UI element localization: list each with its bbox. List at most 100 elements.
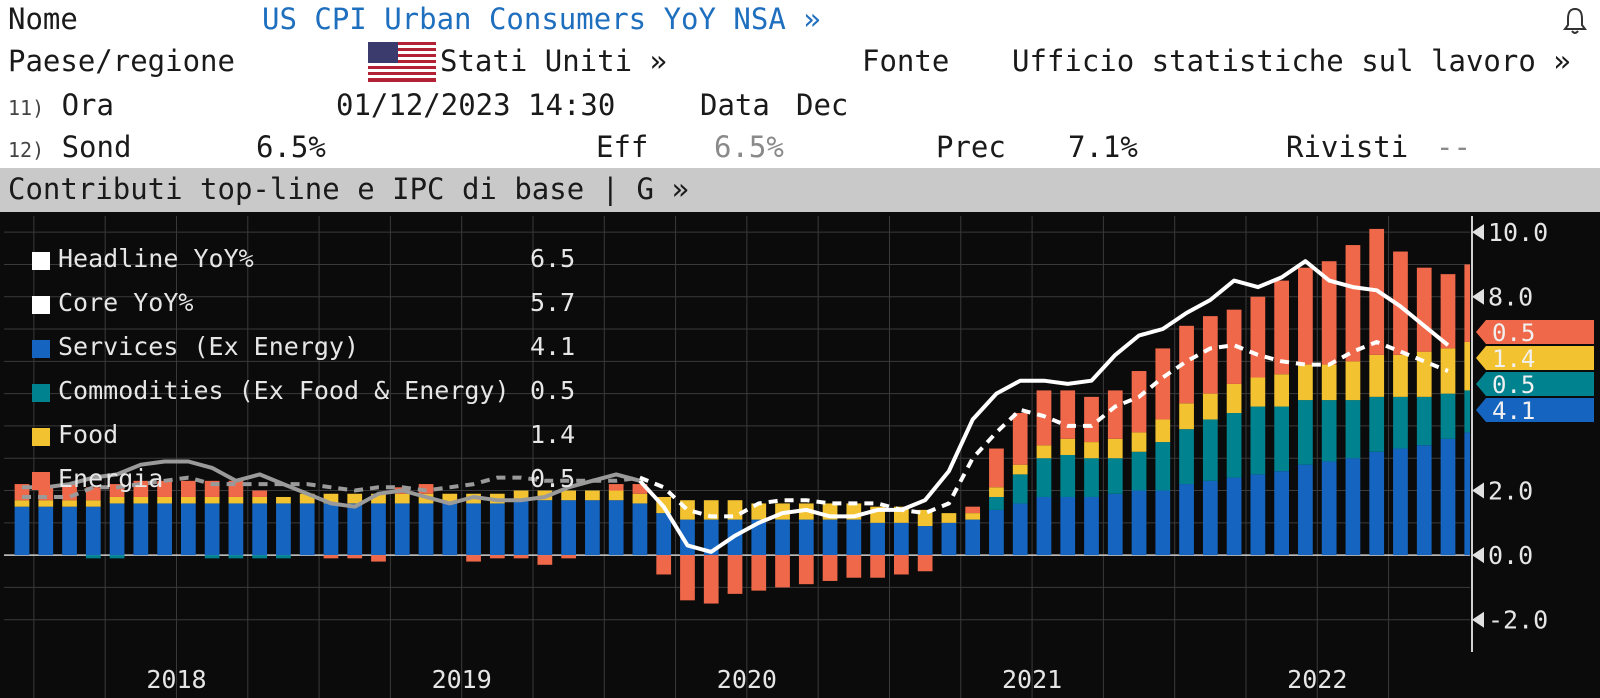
bar-segment: [1179, 403, 1194, 430]
bar-segment: [1250, 474, 1266, 556]
bar-segment: [228, 496, 244, 504]
bar-segment: [893, 522, 909, 556]
bar-segment: [1321, 400, 1337, 462]
survey-row[interactable]: 12) Sond: [8, 130, 131, 167]
bar-segment: [204, 496, 220, 504]
bar-segment: [85, 506, 101, 556]
value-tag: [1476, 320, 1594, 344]
bar-segment: [513, 500, 529, 556]
section-title-link[interactable]: Contributi top-line e IPC di base | G »: [8, 172, 689, 206]
bar-segment: [1321, 364, 1337, 401]
country-label: Paese/regione: [8, 44, 235, 78]
us-flag-icon: [368, 42, 436, 82]
prev-value: 7.1%: [1068, 130, 1138, 164]
bar-segment: [1393, 396, 1408, 449]
bar-segment: [1369, 396, 1385, 452]
legend-swatch-energy: [32, 472, 50, 490]
bar-segment: [157, 480, 172, 497]
bar-segment: [1274, 471, 1290, 556]
bar-segment: [1012, 503, 1028, 556]
bar-segment: [775, 555, 790, 588]
bar-segment: [1250, 377, 1266, 407]
bar-segment: [371, 493, 386, 504]
bar-segment: [1179, 429, 1194, 485]
bar-segment: [1274, 374, 1290, 407]
bar-segment: [965, 513, 981, 520]
y-tick-label: 2.0: [1488, 477, 1533, 506]
bar-segment: [1369, 451, 1385, 556]
legend-value-commodities: 0.5: [530, 376, 576, 405]
y-tick-label: 8.0: [1488, 283, 1533, 312]
legend-swatch-headline: [32, 252, 50, 270]
source-link[interactable]: Ufficio statistiche sul lavoro »: [1012, 44, 1571, 78]
bar-segment: [846, 555, 862, 578]
bar-segment: [204, 555, 220, 559]
value-tag-label: 4.1: [1492, 397, 1535, 425]
headline-line-early: [22, 459, 641, 509]
bar-segment: [85, 555, 101, 559]
bar-segment: [347, 493, 363, 504]
cpi-contributions-chart: 10.0 8.0 2.0 0.0 -2.0 2018 2019 2020 2021 2022 0.…: [0, 212, 1600, 698]
bar-segment: [1298, 364, 1313, 401]
bar-segment: [1440, 438, 1456, 556]
security-name-link[interactable]: US CPI Urban Consumers YoY NSA »: [262, 2, 821, 36]
y-tick-marker: [1472, 547, 1484, 564]
bar-segment: [1202, 316, 1218, 394]
legend-label-commodities: Commodities (Ex Food & Energy): [58, 376, 510, 405]
bar-segment: [1416, 267, 1432, 352]
bar-segment: [680, 555, 695, 601]
time-value: 01/12/2023 14:30: [336, 88, 616, 122]
bar-segment: [1107, 438, 1123, 459]
bar-segment: [1393, 354, 1408, 397]
bar-segment: [917, 526, 933, 556]
time-row[interactable]: 11) Ora: [8, 88, 114, 125]
section-bar: [0, 168, 1600, 212]
bar-segment: [394, 493, 410, 504]
bar-segment: [1131, 451, 1147, 491]
legend-label-headline: Headline YoY%: [58, 244, 254, 273]
chart-axes: 10.0 8.0 2.0 0.0 -2.0 2018 2019 2020 2021 2022: [146, 212, 1600, 698]
bar-segment: [1012, 464, 1028, 475]
y-tick-marker: [1472, 288, 1484, 305]
bar-segment: [62, 500, 77, 507]
x-tick-label: 2022: [1287, 665, 1347, 694]
bar-segment: [252, 503, 268, 556]
bar-segment: [1298, 267, 1313, 365]
bar-segment: [989, 487, 1004, 497]
bar-segment: [466, 555, 481, 562]
bar-segment: [1107, 458, 1123, 494]
prev-label: Prec: [936, 130, 1006, 164]
bar-segment: [180, 480, 196, 497]
bar-segment: [1345, 245, 1361, 362]
survey-value: 6.5%: [256, 130, 326, 164]
legend-value-core: 5.7: [530, 288, 576, 317]
bar-segment: [1107, 493, 1123, 556]
bar-segment: [1060, 496, 1076, 556]
bar-segment: [1107, 390, 1123, 439]
country-link[interactable]: Stati Uniti »: [440, 44, 667, 78]
bar-segment: [608, 484, 624, 491]
bar-segment: [798, 555, 814, 585]
legend-label-core: Core YoY%: [58, 288, 194, 317]
revised-value: --: [1436, 130, 1471, 164]
bar-segment: [1131, 371, 1147, 433]
bar-segment: [561, 490, 577, 501]
bar-segment: [442, 503, 458, 556]
bar-segment: [1060, 390, 1076, 439]
bar-segment: [276, 555, 291, 559]
bar-segment: [846, 519, 862, 556]
bar-segment: [1345, 458, 1361, 556]
bar-segment: [656, 555, 672, 575]
bar-segment: [442, 493, 458, 504]
legend-swatch-core: [32, 296, 50, 314]
value-tag: [1476, 398, 1594, 422]
bar-segment: [798, 519, 814, 556]
bar-segment: [1393, 448, 1408, 556]
bell-icon[interactable]: [1562, 6, 1588, 36]
bar-segment: [1155, 348, 1171, 420]
bar-segment: [1321, 461, 1337, 556]
bar-segment: [965, 519, 981, 556]
row-number: 12): [8, 138, 45, 162]
legend-label-services: Services (Ex Energy): [58, 332, 360, 361]
bar-segment: [299, 503, 315, 556]
